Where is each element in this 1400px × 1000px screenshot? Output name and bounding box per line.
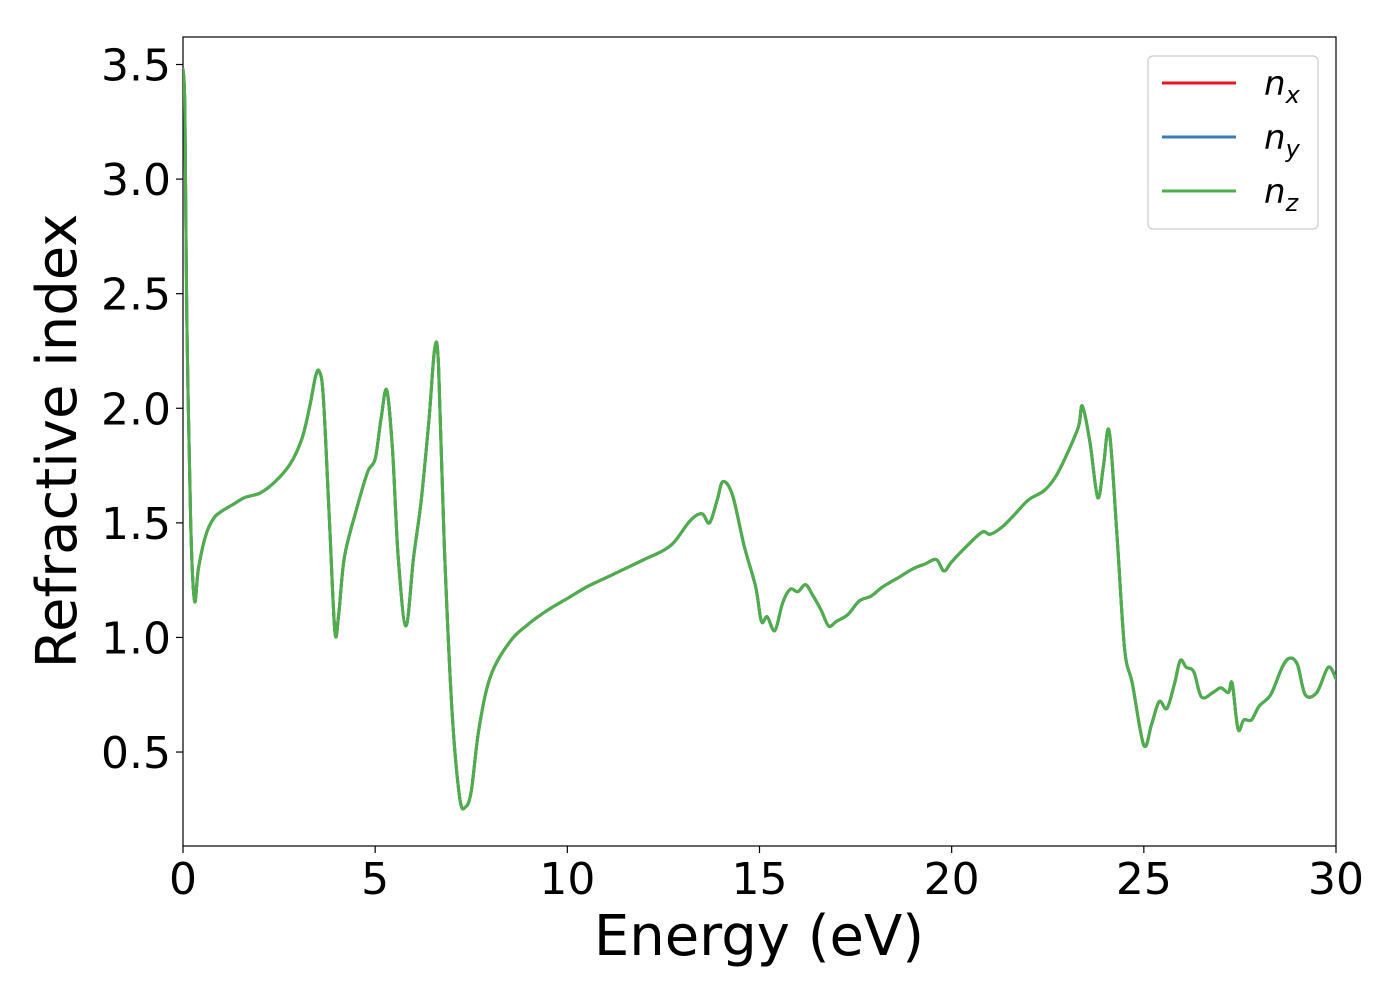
series-layer — [183, 67, 1336, 811]
x-tick-label: 30 — [1308, 854, 1364, 905]
y-tick-label: 1.5 — [101, 499, 171, 550]
legend: nx ny nz — [1147, 55, 1319, 230]
ticks-layer: 0 5 10 15 20 25 30 0.5 1.0 1.5 2.0 2.5 3.0 3.5 — [101, 41, 1364, 905]
legend-label-n-y: ny — [1264, 118, 1301, 163]
y-tick-label: 2.5 — [101, 270, 171, 321]
y-tick-label: 2.0 — [101, 384, 171, 435]
legend-label-n-x: nx — [1264, 64, 1301, 109]
x-tick-label: 5 — [361, 854, 389, 905]
x-tick-label: 0 — [169, 854, 197, 905]
series-line-n-z — [183, 67, 1336, 811]
legend-label-n-z: nz — [1264, 172, 1300, 217]
y-tick-label: 0.5 — [101, 728, 171, 779]
x-tick-label: 15 — [732, 854, 788, 905]
y-axis-title: Refractive index — [25, 214, 90, 669]
x-tick-label: 25 — [1116, 854, 1172, 905]
x-tick-label: 10 — [539, 854, 595, 905]
y-tick-label: 3.0 — [101, 155, 171, 206]
x-axis-title: Energy (eV) — [594, 904, 924, 969]
y-tick-label: 3.5 — [101, 41, 171, 92]
x-tick-label: 20 — [924, 854, 980, 905]
y-tick-label: 1.0 — [101, 613, 171, 664]
legend-box — [1147, 55, 1319, 230]
